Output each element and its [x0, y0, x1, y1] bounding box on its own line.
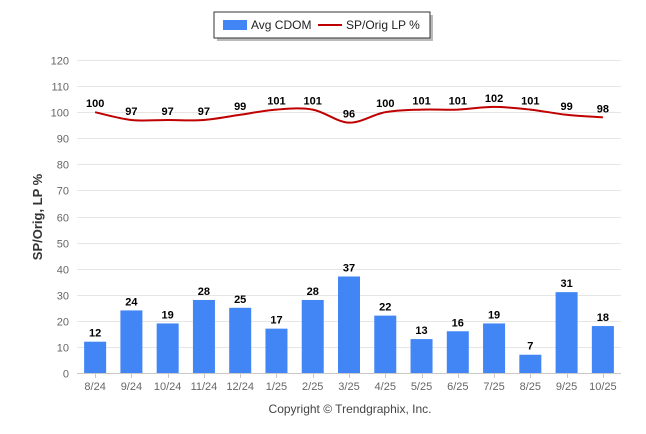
sp-orig-lp-line [94, 105, 603, 124]
bar [192, 299, 215, 373]
bar [591, 326, 614, 373]
x-tick-label: 9/25 [556, 381, 577, 393]
bar-value-label: 12 [89, 328, 101, 340]
bar [338, 276, 360, 373]
y-tick-label: 40 [57, 265, 69, 277]
line-value-label: 101 [304, 96, 322, 108]
y-tick-label: 120 [51, 56, 69, 68]
bar [84, 341, 107, 373]
line-value-label: 97 [125, 106, 137, 118]
bar-value-label: 37 [343, 262, 355, 274]
x-tick-label: 10/25 [589, 381, 617, 393]
line-value-label: 101 [267, 96, 285, 108]
bar [555, 292, 578, 373]
y-tick-label: 30 [57, 291, 69, 303]
y-tick-label: 90 [57, 134, 69, 146]
line-value-label: 101 [521, 96, 539, 108]
bars: 12 24 19 28 25 17 28 37 22 13 16 19 7 31 18 [84, 262, 614, 373]
bar-value-label: 28 [307, 286, 319, 298]
x-tick-label: 6/25 [447, 381, 468, 393]
bar-value-label: 17 [270, 315, 282, 327]
y-tick-label: 50 [57, 239, 69, 251]
x-tick-label: 8/25 [520, 381, 541, 393]
line-value-label: 97 [162, 106, 174, 118]
line-value-label: 101 [412, 96, 430, 108]
x-tick-label: 4/25 [375, 381, 396, 393]
bar [301, 299, 324, 373]
x-tick-label: 9/24 [121, 381, 142, 393]
y-tick-label: 20 [57, 317, 69, 329]
y-tick-label: 80 [57, 160, 69, 172]
bar [519, 354, 542, 373]
bar-value-label: 28 [198, 286, 210, 298]
bar [446, 331, 469, 373]
line-value-label: 99 [560, 101, 572, 113]
x-tick-label: 5/25 [411, 381, 432, 393]
line-value-label: 98 [597, 103, 609, 115]
bar-value-label: 7 [527, 341, 533, 353]
y-tick-label: 100 [51, 108, 69, 120]
line-series: 100 97 97 97 99 101 101 96 100 101 101 102 101 99 98 [86, 93, 609, 124]
x-tick-label: 11/24 [191, 381, 218, 393]
bar [229, 307, 252, 373]
bar-value-label: 19 [162, 309, 174, 321]
copyright: Copyright © Trendgraphix, Inc. [269, 402, 432, 416]
line-value-label: 102 [485, 93, 503, 105]
y-tick-label: 110 [51, 82, 69, 94]
bar [374, 315, 397, 373]
y-tick-label: 10 [57, 343, 69, 355]
x-tick-label: 2/25 [302, 381, 323, 393]
y-tick-label: 0 [63, 369, 69, 381]
x-tick-label: 12/24 [226, 381, 254, 393]
y-axis-title: SP/Orig, LP % [30, 173, 45, 260]
bar [265, 328, 288, 373]
bar-value-label: 19 [488, 309, 500, 321]
x-tick-label: 3/25 [338, 381, 359, 393]
x-tick-label: 8/24 [84, 381, 105, 393]
line-value-label: 99 [234, 101, 246, 113]
y-tick-label: 60 [57, 213, 69, 225]
legend-label-avg-cdom: Avg CDOM [251, 18, 311, 32]
x-tick-label: 1/25 [266, 381, 287, 393]
line-value-label: 100 [376, 98, 394, 110]
line-value-label: 97 [198, 106, 210, 118]
bar-value-label: 18 [597, 312, 609, 324]
legend: Avg CDOM SP/Orig LP % [213, 11, 433, 41]
bar-value-label: 13 [415, 325, 427, 337]
y-axis: 0 10 20 30 40 50 60 70 80 90 100 110 120 [51, 56, 69, 381]
line-value-label: 100 [86, 98, 104, 110]
bar [410, 339, 433, 373]
bar [156, 323, 179, 373]
legend-swatch-avg-cdom [223, 20, 247, 30]
bar-value-label: 22 [379, 302, 391, 314]
grid [77, 60, 621, 374]
y-tick-label: 70 [57, 186, 69, 198]
bar-value-label: 24 [125, 296, 138, 308]
bar-value-label: 25 [234, 294, 246, 306]
bar [483, 323, 506, 373]
bar-value-label: 31 [560, 278, 572, 290]
line-value-label: 96 [343, 109, 355, 121]
bar-value-label: 16 [452, 317, 464, 329]
line-value-label: 101 [449, 96, 467, 108]
x-tick-label: 10/24 [154, 381, 182, 393]
x-tick-label: 7/25 [483, 381, 504, 393]
x-axis: 8/24 9/24 10/24 11/24 12/24 1/25 2/25 3/25 4/25 5… [84, 373, 617, 393]
bar [120, 310, 143, 373]
legend-label-sp-orig-lp: SP/Orig LP % [346, 18, 420, 32]
